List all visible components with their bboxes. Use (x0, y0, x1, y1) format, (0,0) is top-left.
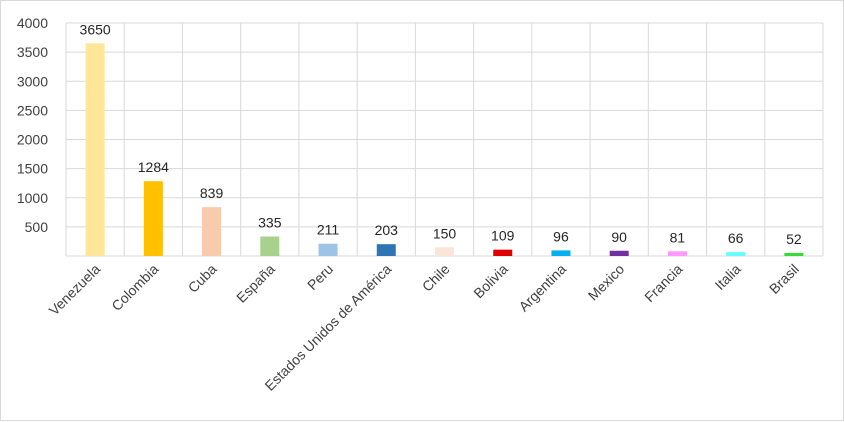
bar (726, 252, 746, 256)
bar (143, 181, 163, 256)
x-tick-label: Cuba (185, 261, 220, 296)
data-label: 66 (728, 230, 744, 246)
x-tick-label: Mexico (585, 261, 628, 304)
bar (551, 250, 571, 256)
bar (667, 251, 687, 256)
x-tick-label: Francia (641, 261, 685, 305)
x-tick-label: Estados Unidos de América (261, 261, 394, 394)
bar (376, 244, 396, 256)
bar (260, 236, 280, 256)
x-tick-label: España (233, 261, 278, 306)
y-tick-label: 1500 (17, 161, 48, 177)
bar (202, 207, 222, 256)
data-label: 96 (553, 228, 569, 244)
data-label: 3650 (80, 21, 111, 37)
data-label: 81 (670, 229, 686, 245)
y-tick-label: 2000 (17, 132, 48, 148)
x-tick-label: Bolivia (470, 261, 511, 302)
x-tick-label: Brasil (766, 261, 802, 297)
x-tick-label: Venezuela (46, 261, 104, 319)
data-label: 1284 (138, 159, 169, 175)
data-label: 90 (611, 229, 627, 245)
data-label: 52 (786, 231, 802, 247)
bar (784, 252, 804, 256)
bar (435, 247, 454, 256)
y-tick-label: 3000 (17, 73, 48, 89)
bar (318, 243, 338, 256)
data-label: 109 (491, 228, 515, 244)
y-tick-label: 500 (25, 219, 49, 235)
y-tick-label: 2500 (17, 102, 48, 118)
x-tick-label: Peru (304, 261, 336, 293)
data-label: 839 (200, 185, 224, 201)
bar (609, 250, 629, 256)
x-tick-label: Chile (419, 261, 453, 295)
data-label: 335 (258, 214, 282, 230)
x-tick-label: Italia (712, 261, 744, 293)
x-tick-label: Argentina (515, 261, 569, 315)
y-tick-label: 4000 (17, 15, 48, 31)
y-tick-label: 3500 (17, 44, 48, 60)
data-label: 150 (433, 225, 457, 241)
y-tick-label: 1000 (17, 190, 48, 206)
data-label: 211 (317, 222, 340, 238)
bar (493, 249, 513, 256)
data-label: 203 (375, 222, 399, 238)
bar (85, 43, 105, 257)
x-tick-label: Colombia (108, 261, 161, 314)
